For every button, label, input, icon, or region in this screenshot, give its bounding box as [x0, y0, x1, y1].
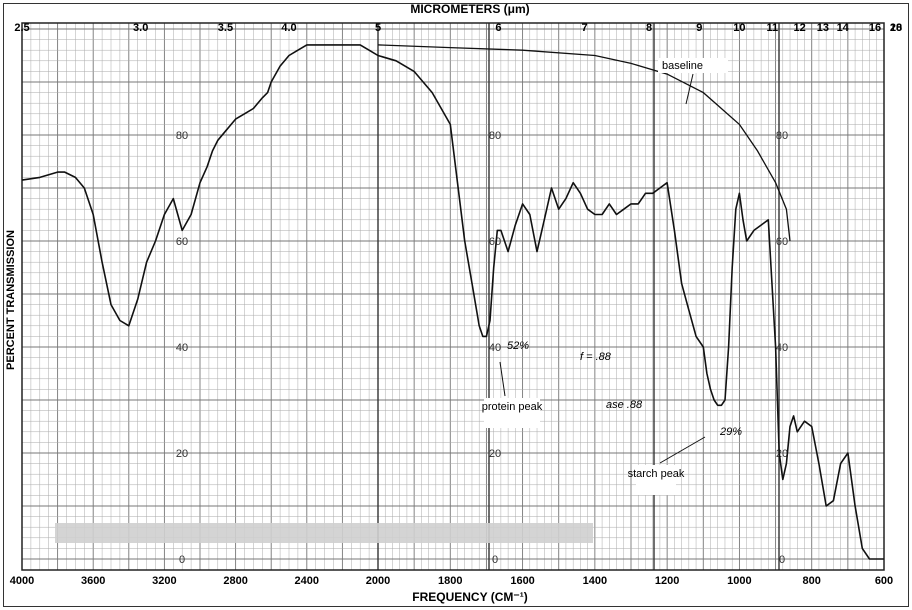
series-line-transmission	[21, 44, 884, 560]
y-tick-label: 20	[489, 448, 501, 460]
x2-tick-label: 4.0	[281, 22, 296, 34]
series-layer	[21, 44, 884, 560]
x2-tick-label: 13	[817, 22, 829, 34]
x-tick-label: 2800	[223, 575, 247, 587]
x-tick-label: 1800	[438, 575, 462, 587]
x2-tick-label: 6	[495, 22, 501, 34]
x2-tick-label: 16	[869, 22, 881, 34]
x2-tick-label: 8	[646, 22, 652, 34]
x-tick-label: 3200	[152, 575, 176, 587]
series-line-baseline	[377, 44, 791, 242]
x2-tick-label: 3.0	[133, 22, 148, 34]
x-tick-label: 2000	[366, 575, 390, 587]
x2-tick-label: 18	[890, 22, 902, 34]
x2-tick-label: 7	[581, 22, 587, 34]
plot-area-border	[21, 22, 885, 571]
annotation-starch-percent: 29%	[719, 426, 742, 438]
x-axis-label: FREQUENCY (CM⁻¹)	[412, 590, 527, 604]
x-tick-label: 1600	[510, 575, 534, 587]
x-tick-label: 3600	[81, 575, 105, 587]
y-axis-label: PERCENT TRANSMISSION	[5, 230, 17, 370]
x-tick-label: 1000	[727, 575, 751, 587]
annotation-protein-peak: protein peak	[482, 401, 543, 413]
x-tick-label: 1400	[583, 575, 607, 587]
grid	[21, 23, 885, 570]
y-tick-label: 60	[176, 236, 188, 248]
annotations: baseline protein peak starch peak 52% 29…	[482, 58, 742, 495]
x-tick-label: 600	[875, 575, 893, 587]
y-tick-label: 20	[176, 448, 188, 460]
y-tick-label: 40	[176, 342, 188, 354]
x-tick-label: 800	[803, 575, 821, 587]
y-tick-label: 80	[176, 130, 188, 142]
y-tick-label: 40	[776, 342, 788, 354]
redaction-bar	[55, 523, 593, 543]
annotation-ase-value: ase .88	[606, 399, 643, 411]
annotation-baseline: baseline	[662, 60, 703, 72]
x-tick-label: 4000	[10, 575, 34, 587]
x2-tick-label: 9	[696, 22, 702, 34]
y-tick-label: 0	[492, 554, 498, 566]
x2-tick-label: 5	[375, 22, 381, 34]
y-tick-label: 60	[776, 236, 788, 248]
x2-axis-label: MICROMETERS (μm)	[410, 2, 529, 16]
y-tick-label: 0	[779, 554, 785, 566]
annotation-protein-percent: 52%	[507, 340, 529, 352]
x2-tick-label: 11	[766, 22, 778, 34]
x2-tick-label: 10	[733, 22, 745, 34]
chart-frame	[3, 3, 909, 607]
x-tick-label: 1200	[655, 575, 679, 587]
y-tick-label: 40	[489, 342, 501, 354]
y-tick-label: 80	[489, 130, 501, 142]
x2-tick-label: 2.5	[14, 22, 29, 34]
x2-tick-label: 3.5	[218, 22, 233, 34]
y-tick-label: 60	[489, 236, 501, 248]
x2-tick-label: 12	[794, 22, 806, 34]
y-tick-label: 0	[179, 554, 185, 566]
x-tick-label: 2400	[295, 575, 319, 587]
annotation-f-value: f = .88	[580, 351, 612, 363]
x2-tick-label: 20	[890, 22, 902, 34]
annotation-starch-peak: starch peak	[628, 468, 685, 480]
x2-tick-label: 14	[837, 22, 850, 34]
y-tick-label: 80	[776, 130, 788, 142]
